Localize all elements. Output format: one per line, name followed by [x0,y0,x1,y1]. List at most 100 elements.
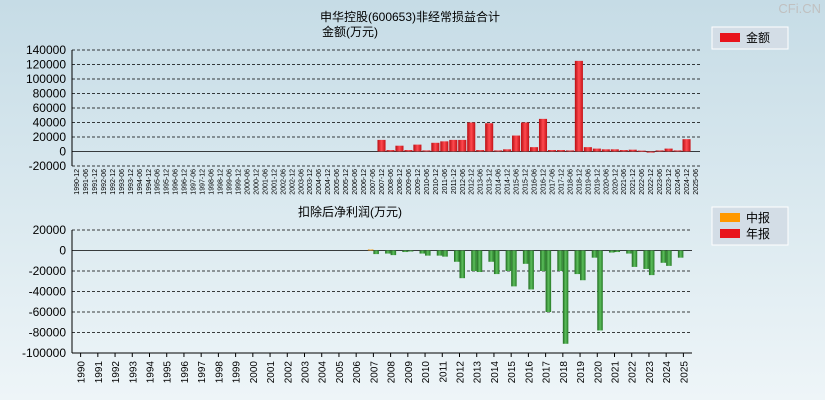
chart1-bar [467,122,476,152]
chart2-xtick: 2005 [335,361,346,384]
chart1-bar [431,142,440,152]
chart1-bar [637,150,646,152]
chart1-xtick: 2019-12 [594,169,601,195]
legend-label-amount: 金额 [746,30,770,45]
chart1-xtick: 1998-06 [209,169,216,195]
chart1-xtick: 2022-12 [648,169,655,195]
legend-box [711,26,789,50]
chart2-xtick: 2002 [283,361,294,384]
chart2-bar-interim [540,250,546,271]
chart2-bar-annual [562,250,569,344]
chart2-xtick: 1992 [111,361,122,384]
chart1-xtick: 2014-06 [496,169,503,195]
chart2-bar-interim [591,250,598,258]
chart1-title: 申华控股(600653)非经常损益合计 [320,9,500,24]
watermark: CFi.CN [778,1,821,16]
chart1-xtick: 2017-06 [549,169,556,195]
chart1-xtick: 2020-06 [603,169,610,195]
chart1-ytick: 100000 [26,72,66,86]
chart1-xtick: 2015-12 [523,169,530,195]
chart2-bar-annual [442,250,448,257]
chart2-xtick: 2019 [576,361,587,384]
chart1-xtick: 2019-06 [585,169,592,195]
chart1-xtick: 2023-12 [666,169,673,195]
chart1-xtick: 2014-12 [505,169,512,195]
chart2-bar-interim [402,250,408,253]
chart1-bar [673,150,682,152]
chart1-xtick: 2002-06 [280,169,287,195]
chart1-ytick: -20000 [29,159,67,173]
chart1-xtick: 2009-06 [406,169,413,195]
chart1-bar [404,150,413,152]
chart2-xtick: 2013 [473,361,484,384]
chart2-bar-interim [471,250,477,271]
chart1-xtick: 2002-12 [289,169,296,195]
chart1-bar [529,147,539,152]
chart1-bar [547,150,557,152]
chart1-bar [538,118,548,152]
chart2-bar-interim [419,250,426,254]
chart1-xtick: 2006-12 [361,169,368,195]
chart1-xtick: 2023-06 [657,169,664,195]
chart2-xtick: 2010 [421,361,432,384]
chart1-xtick: 2007-06 [370,169,377,195]
chart1-xtick: 2021-06 [621,169,628,195]
legend-swatch-amount [720,33,740,42]
chart2-bar-annual [373,250,379,255]
chart2-bar-interim [505,250,512,271]
chart1-xtick: 2018-12 [576,169,583,195]
chart1-bar [422,150,431,152]
chart1-xtick: 2004-12 [325,169,332,195]
chart1-bar [619,150,628,152]
chart1-xtick: 2025-06 [693,169,700,195]
chart2-bar-interim [677,250,684,258]
chart1-xtick: 2018-06 [567,169,574,195]
chart2-bar-annual [390,250,397,256]
chart1-ytick: 0 [59,145,66,159]
chart2-xtick: 2015 [507,361,518,384]
chart2-bar-annual [493,250,500,275]
chart1-xtick: 2024-12 [684,169,691,195]
chart1-bar [646,151,655,153]
chart2-xtick: 2001 [266,361,277,384]
chart2-xtick: 1991 [94,361,105,384]
chart2-bar-annual [666,250,672,266]
chart1-xtick: 2005-06 [334,169,341,195]
chart1-xtick: 2012-12 [469,169,476,195]
chart2-ytick: -80000 [29,326,67,340]
chart2-bar-annual [528,250,534,290]
chart1-xtick: 2006-06 [352,169,359,195]
chart2-bar-interim [367,249,374,251]
chart1-xtick: 2003-06 [298,169,305,195]
chart2-bar-interim [626,250,632,254]
chart1-xtick: 2000-12 [253,169,260,195]
chart1-ytick: 20000 [33,130,67,144]
chart1-bar [583,147,592,152]
chart1-xtick: 2010-12 [433,169,440,195]
chart1-ytick: 140000 [26,43,66,57]
chart2-bar-annual [597,250,603,331]
chart1-xtick: 2007-12 [379,169,386,195]
chart2-xtick: 2011 [438,361,449,383]
chart1-bar [512,135,521,152]
chart2-bar-interim [453,250,460,262]
chart2-xtick: 2017 [542,361,553,384]
chart1-bar [413,144,422,152]
chart2-bar-annual [631,250,638,267]
chart1-ytick: 120000 [26,58,66,72]
chart1-bar [574,60,583,152]
chart1-xtick: 1998-12 [218,169,225,195]
chart2-ytick: -40000 [29,285,67,299]
chart1-xtick: 2003-12 [307,169,314,195]
chart2-bar-annual [511,250,517,287]
chart2-xtick: 1990 [77,361,88,384]
chart1-xtick: 2024-06 [675,169,682,195]
legend-label-interim: 中报 [746,210,770,225]
chart1-bar [485,123,494,152]
chart1-xtick: 2017-12 [558,169,565,195]
chart2-bar-interim [660,250,667,263]
chart1-xtick: 1995-06 [155,169,162,195]
chart2-xtick: 2024 [662,361,673,384]
chart2-xtick: 2012 [456,361,467,384]
